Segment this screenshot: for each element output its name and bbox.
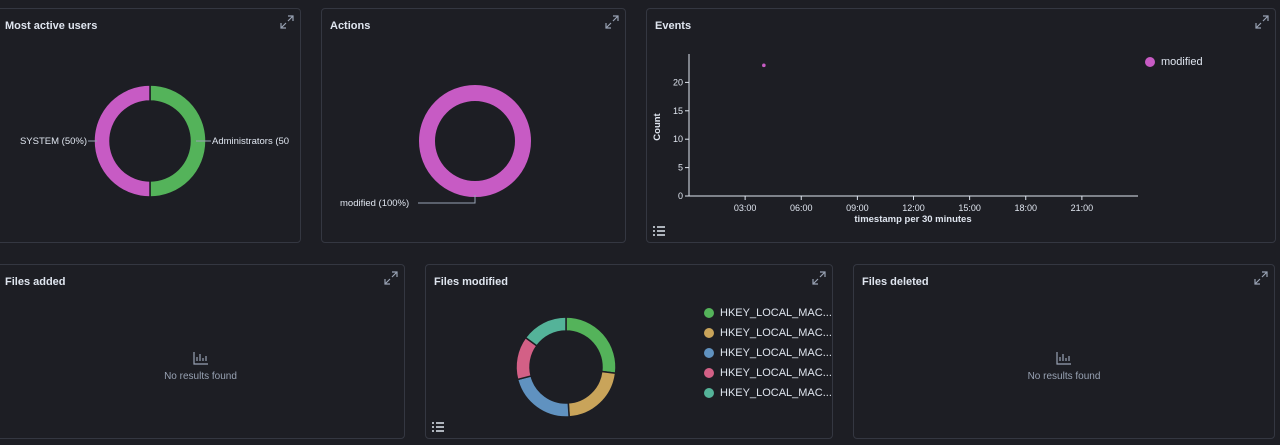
panel-title: Most active users: [5, 20, 98, 32]
x-tick-label: 18:00: [1014, 203, 1037, 213]
legend-item[interactable]: HKEY_LOCAL_MAC...: [704, 323, 832, 343]
events-legend: modified: [1145, 52, 1203, 72]
x-tick-label: 09:00: [846, 203, 869, 213]
legend-label: HKEY_LOCAL_MAC...: [720, 347, 832, 359]
files-modified-legend: HKEY_LOCAL_MAC... HKEY_LOCAL_MAC... HKEY…: [704, 303, 832, 403]
expand-icon[interactable]: [280, 15, 294, 29]
panel-title: Files deleted: [862, 276, 929, 288]
expand-icon[interactable]: [1254, 271, 1268, 285]
y-tick-label: 0: [678, 191, 683, 201]
legend-color-dot: [704, 368, 714, 378]
legend-color-dot: [704, 308, 714, 318]
legend-item[interactable]: HKEY_LOCAL_MAC...: [704, 343, 832, 363]
legend-label: HKEY_LOCAL_MAC...: [720, 327, 832, 339]
legend-item-modified[interactable]: modified: [1145, 52, 1203, 72]
legend-color-dot: [704, 348, 714, 358]
x-tick-label: 12:00: [902, 203, 925, 213]
legend-color-dot: [704, 388, 714, 398]
panel-files-modified: Files modified HKEY_LOCAL_MAC... HKEY_LO…: [425, 264, 833, 439]
legend-label: HKEY_LOCAL_MAC...: [720, 307, 832, 319]
legend-label: modified: [1161, 56, 1203, 68]
list-icon[interactable]: [653, 226, 665, 236]
y-tick-label: 10: [673, 134, 683, 144]
list-icon[interactable]: [432, 422, 444, 432]
y-tick-label: 20: [673, 77, 683, 87]
slice-label-administrators: Administrators (50: [212, 136, 289, 147]
panel-actions: Actions modified (100%): [321, 8, 626, 243]
expand-icon[interactable]: [384, 271, 398, 285]
empty-state-text: No results found: [164, 371, 237, 382]
visualization-empty-icon: [1056, 352, 1071, 365]
legend-item[interactable]: HKEY_LOCAL_MAC...: [704, 303, 832, 323]
donut-slice[interactable]: [524, 316, 567, 347]
empty-state: No results found: [0, 351, 404, 382]
panel-title: Files added: [5, 276, 66, 288]
data-point[interactable]: [762, 63, 766, 68]
x-tick-label: 03:00: [734, 203, 757, 213]
empty-state: No results found: [854, 351, 1274, 382]
expand-icon[interactable]: [1255, 15, 1269, 29]
donut-chart-files-modified: [515, 316, 617, 418]
legend-label: HKEY_LOCAL_MAC...: [720, 387, 832, 399]
slice-label-modified: modified (100%): [340, 198, 409, 209]
legend-color-dot: [1145, 57, 1155, 67]
legend-item[interactable]: HKEY_LOCAL_MAC...: [704, 363, 832, 383]
legend-color-dot: [704, 328, 714, 338]
events-scatter-chart: 20 15 10 5 0 03:00 06:00 09:00 12:00 15:00 18:00 2…: [652, 54, 1138, 225]
donut-chart-most-active-users: SYSTEM (50%) Administrators (50: [20, 84, 289, 198]
donut-slice[interactable]: [93, 84, 151, 198]
expand-icon[interactable]: [812, 271, 826, 285]
donut-slice[interactable]: [419, 85, 531, 197]
donut-slice[interactable]: [565, 316, 617, 375]
panel-files-deleted: Files deleted No results found: [853, 264, 1275, 439]
donut-slice[interactable]: [149, 84, 207, 198]
donut-slice[interactable]: [567, 370, 617, 418]
x-tick-label: 21:00: [1071, 203, 1094, 213]
expand-icon[interactable]: [605, 15, 619, 29]
empty-state-text: No results found: [1027, 371, 1101, 382]
x-tick-label: 06:00: [790, 203, 813, 213]
slice-label-system: SYSTEM (50%): [20, 136, 87, 147]
legend-item[interactable]: HKEY_LOCAL_MAC...: [704, 383, 832, 403]
donut-chart-actions: modified (100%): [340, 85, 531, 209]
panel-most-active-users: Most active users SYSTEM (50%) Administr…: [0, 8, 301, 243]
label-leader-line: [418, 195, 476, 204]
panel-title: Files modified: [434, 276, 508, 288]
x-axis-label: timestamp per 30 minutes: [854, 214, 971, 225]
x-tick-label: 15:00: [958, 203, 981, 213]
legend-label: HKEY_LOCAL_MAC...: [720, 367, 832, 379]
donut-slice[interactable]: [516, 375, 570, 418]
panel-events: Events 20 15 10 5 0 03:00 06:00 09:00 12:00 15:0…: [646, 8, 1276, 243]
y-axis-label: Count: [652, 112, 663, 140]
panel-title: Events: [655, 20, 692, 32]
visualization-empty-icon: [192, 352, 208, 365]
y-tick-label: 5: [678, 163, 683, 173]
y-tick-label: 15: [673, 106, 683, 116]
panel-files-added: Files added No results found: [0, 264, 405, 439]
panel-title: Actions: [330, 20, 371, 32]
